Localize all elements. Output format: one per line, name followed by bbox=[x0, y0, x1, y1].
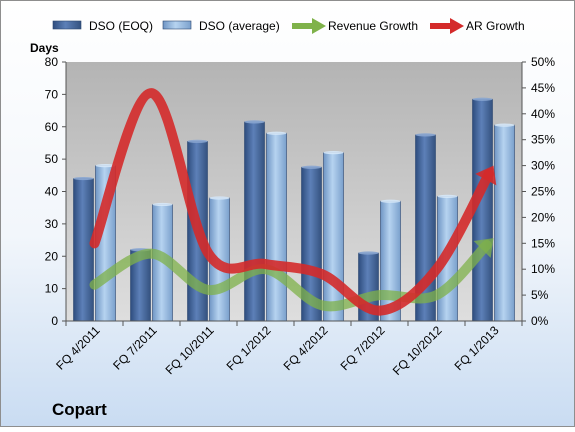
legend-label: DSO (average) bbox=[199, 19, 280, 33]
series-line bbox=[89, 239, 492, 312]
y-tick-label: 80 bbox=[45, 55, 59, 69]
line-layer bbox=[89, 88, 497, 316]
bar bbox=[323, 152, 344, 322]
y-axis-label: Days bbox=[30, 41, 59, 55]
series-arrowhead bbox=[473, 238, 494, 258]
bar-top bbox=[73, 176, 94, 181]
bar-top bbox=[323, 151, 344, 155]
legend-arrowhead bbox=[450, 18, 464, 34]
legend-label: DSO (EOQ) bbox=[89, 19, 153, 33]
bar-top bbox=[472, 97, 493, 101]
y2-tick-label: 20% bbox=[531, 210, 555, 224]
y2-tick-label: 30% bbox=[531, 159, 555, 173]
bar bbox=[244, 121, 265, 322]
legend-label: Revenue Growth bbox=[328, 19, 418, 33]
bar bbox=[73, 178, 94, 322]
legend-swatch bbox=[162, 20, 192, 30]
legend-swatch bbox=[52, 20, 82, 30]
bar-top bbox=[209, 196, 230, 200]
y2-tick-label: 40% bbox=[531, 107, 555, 121]
legend-arrowhead bbox=[312, 18, 326, 34]
legend-label: AR Growth bbox=[466, 19, 525, 33]
bar bbox=[266, 132, 287, 322]
bar-top bbox=[152, 202, 173, 207]
y-tick-label: 50 bbox=[45, 152, 59, 166]
bar-top bbox=[244, 120, 265, 124]
y-tick-label: 20 bbox=[45, 249, 59, 263]
y-tick-label: 10 bbox=[45, 282, 59, 296]
bar-top bbox=[301, 165, 322, 169]
y-tick-label: 0 bbox=[51, 314, 58, 328]
series-arrowhead bbox=[475, 165, 497, 186]
y2-tick-label: 0% bbox=[531, 314, 549, 328]
bar-top bbox=[380, 199, 401, 203]
y-tick-label: 60 bbox=[45, 120, 59, 134]
y-tick-label: 40 bbox=[45, 185, 59, 199]
chart-title: Copart bbox=[52, 400, 107, 419]
y2-tick-label: 10% bbox=[531, 262, 555, 276]
y2-tick-label: 5% bbox=[531, 288, 549, 302]
bar-top bbox=[437, 194, 458, 198]
y2-tick-label: 25% bbox=[531, 185, 555, 199]
bar-top bbox=[266, 131, 287, 135]
y2-tick-label: 50% bbox=[531, 55, 555, 69]
y2-axis-ticks: 0% 5% 10% 15% 20% 25% 30% 35% 40% 45% 50% bbox=[522, 55, 555, 328]
bar-top bbox=[95, 164, 116, 168]
y2-tick-label: 15% bbox=[531, 236, 555, 250]
y2-tick-label: 45% bbox=[531, 81, 555, 95]
bar bbox=[494, 124, 515, 322]
bar-top bbox=[358, 251, 379, 255]
y-tick-label: 30 bbox=[45, 217, 59, 231]
y-tick-label: 70 bbox=[45, 87, 59, 101]
y-axis-ticks: 0 10 20 30 40 50 60 70 80 bbox=[45, 55, 66, 328]
bar-top bbox=[415, 133, 436, 137]
bar-top bbox=[494, 123, 515, 127]
bar-top bbox=[187, 139, 208, 143]
legend: DSO (EOQ) DSO (average) Revenue Growth AR G… bbox=[52, 18, 525, 34]
y2-tick-label: 35% bbox=[531, 133, 555, 147]
series-line bbox=[89, 88, 494, 316]
